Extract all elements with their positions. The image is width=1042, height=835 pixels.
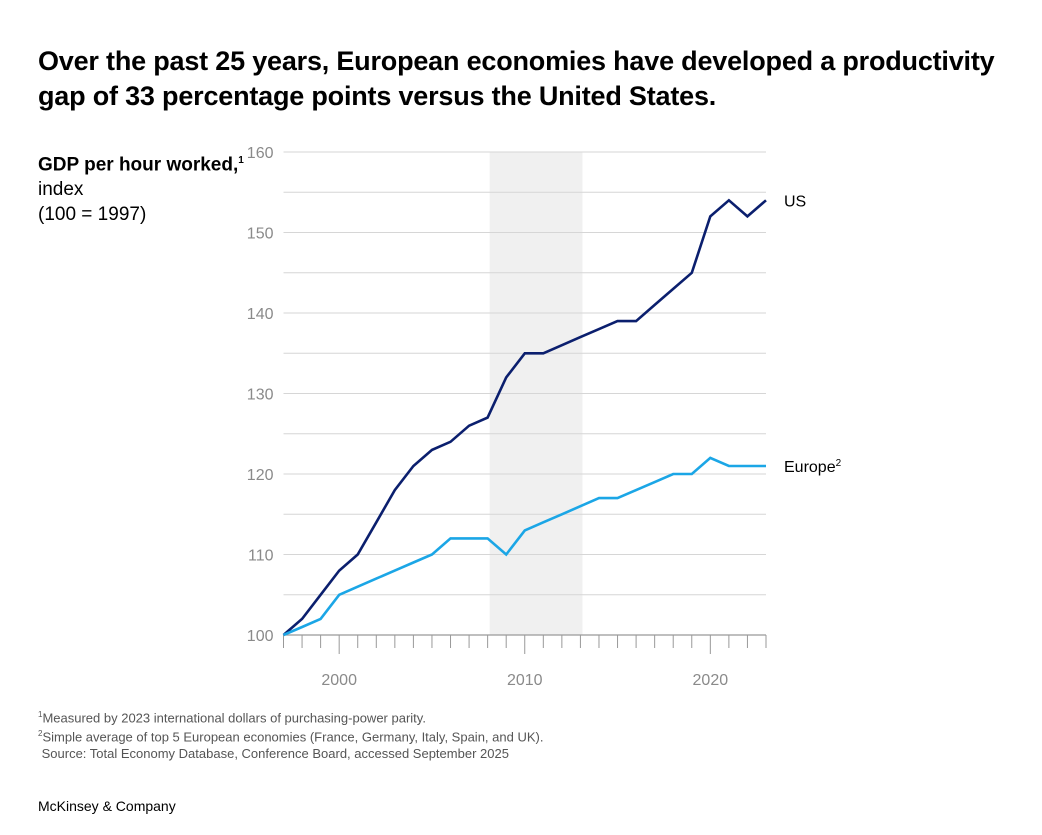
x-tick-label: 2020 xyxy=(693,672,729,689)
series-label-europe: Europe2 xyxy=(784,458,842,476)
y-axis-label: GDP per hour worked,1 index (100 = 1997) xyxy=(38,148,244,227)
y-tick-label: 160 xyxy=(247,145,274,162)
x-tick-label: 2000 xyxy=(321,672,357,689)
y-axis-label-bold: GDP per hour worked,1 xyxy=(38,154,244,176)
y-tick-label: 140 xyxy=(247,306,274,323)
y-tick-label: 100 xyxy=(247,628,274,645)
y-axis-label-line2: index xyxy=(38,179,84,201)
footnote-1: 1Measured by 2023 international dollars … xyxy=(38,710,426,726)
x-tick-label: 2010 xyxy=(507,672,543,689)
series-label-us: US xyxy=(784,193,806,210)
chart-title: Over the past 25 years, European economi… xyxy=(38,46,995,111)
y-tick-label: 150 xyxy=(247,226,274,243)
footnote-2: 2Simple average of top 5 European econom… xyxy=(38,729,544,745)
y-tick-label: 130 xyxy=(247,387,274,404)
y-tick-label: 120 xyxy=(247,467,274,484)
footnotes: 1Measured by 2023 international dollars … xyxy=(38,707,543,762)
series-line-us xyxy=(282,198,767,636)
y-tick-label: 110 xyxy=(248,548,274,565)
source-note: Source: Total Economy Database, Conferen… xyxy=(38,745,509,761)
y-axis-label-line3: (100 = 1997) xyxy=(38,204,147,226)
series-line-europe xyxy=(282,456,766,637)
brand-logo: McKinsey & Company xyxy=(38,798,176,814)
